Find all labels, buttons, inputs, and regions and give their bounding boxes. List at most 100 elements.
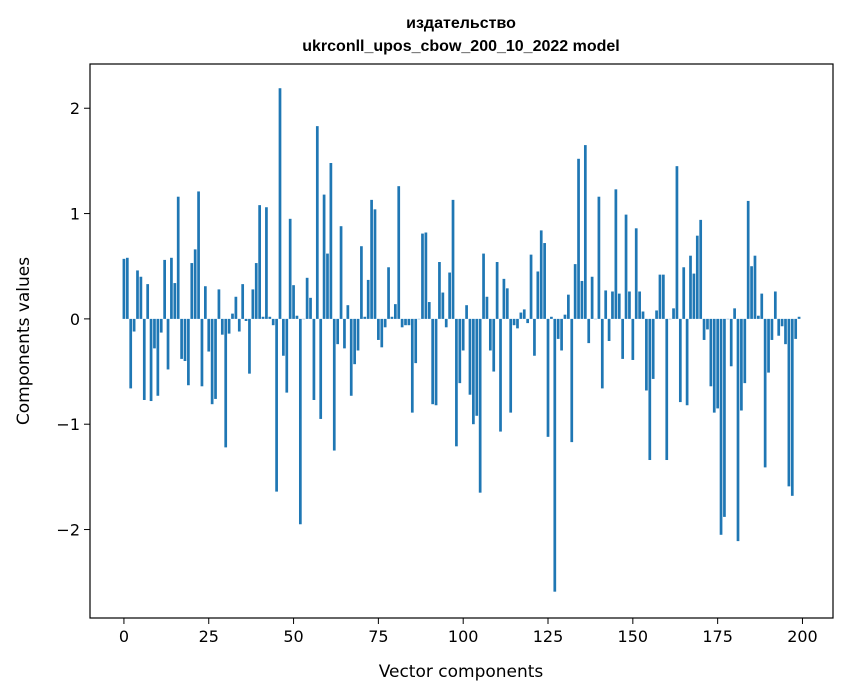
bar-98	[455, 318, 458, 447]
bar-18	[183, 318, 187, 362]
bar-82	[400, 318, 404, 328]
bar-71	[363, 316, 367, 319]
y-tick-label-3: −1	[56, 415, 80, 434]
bar-172	[706, 318, 709, 330]
bar-159	[662, 274, 665, 319]
bar-132	[570, 318, 574, 443]
x-tick-label-50: 50	[283, 627, 303, 646]
bar-73	[370, 199, 373, 319]
bar-5	[139, 276, 143, 319]
bar-131	[567, 294, 570, 319]
bar-76	[380, 318, 384, 348]
bar-64	[339, 226, 343, 319]
bar-145	[614, 189, 618, 319]
y-tick-label-0: 2	[70, 99, 80, 118]
bar-56	[312, 318, 316, 400]
bar-21	[193, 249, 197, 319]
bar-173	[709, 318, 713, 387]
bar-162	[672, 308, 675, 319]
bar-160	[665, 318, 669, 461]
bar-30	[224, 318, 228, 448]
x-tick-label-150: 150	[618, 627, 649, 646]
bar-23	[200, 318, 204, 387]
bar-187	[757, 315, 760, 319]
bar-80	[393, 304, 397, 319]
bar-74	[373, 209, 377, 319]
bar-189	[763, 318, 767, 468]
bar-138	[590, 276, 594, 319]
bar-46	[278, 88, 282, 319]
y-axis-label: Components values	[14, 257, 34, 425]
bar-120	[529, 254, 533, 319]
bar-177	[723, 318, 726, 517]
bar-75	[377, 318, 380, 340]
x-tick-label-100: 100	[448, 627, 479, 646]
bar-154	[645, 318, 648, 391]
bar-118	[522, 309, 526, 319]
bar-86	[414, 318, 418, 364]
bar-51	[295, 315, 299, 319]
bar-194	[780, 318, 784, 327]
bar-69	[356, 318, 360, 351]
bar-20	[190, 263, 194, 319]
bar-32	[231, 313, 234, 319]
bar-167	[689, 255, 692, 319]
bar-130	[563, 314, 567, 319]
bar-190	[767, 318, 770, 373]
bar-103	[472, 318, 475, 425]
bar-111	[499, 318, 502, 432]
bar-94	[441, 292, 445, 319]
bar-182	[740, 318, 743, 411]
bar-124	[543, 243, 546, 319]
bar-153	[641, 311, 645, 319]
bar-4	[136, 270, 139, 319]
bar-136	[583, 145, 587, 319]
bar-27	[214, 318, 217, 399]
x-axis-label: Vector components	[379, 662, 544, 682]
bar-93	[438, 262, 441, 319]
bar-117	[519, 312, 523, 319]
bar-199	[797, 316, 801, 319]
bar-9	[153, 318, 156, 349]
bar-115	[512, 318, 516, 326]
bar-15	[173, 283, 177, 319]
bar-152	[638, 291, 641, 319]
bar-79	[390, 316, 394, 319]
bar-35	[241, 284, 245, 319]
bar-40	[258, 205, 261, 319]
bar-135	[580, 280, 584, 319]
bar-3	[132, 318, 136, 332]
bar-41	[261, 316, 265, 319]
bar-126	[550, 316, 553, 319]
bar-70	[360, 246, 363, 319]
bar-37	[248, 318, 251, 374]
y-tick-label-2: 0	[70, 310, 80, 329]
bar-77	[383, 318, 387, 328]
bar-128	[556, 318, 560, 339]
bar-122	[536, 271, 540, 319]
bar-22	[197, 191, 200, 319]
bar-83	[404, 318, 407, 326]
bar-181	[736, 318, 740, 542]
bar-95	[444, 318, 448, 328]
bar-148	[624, 214, 628, 319]
bar-109	[492, 318, 496, 372]
bar-61	[329, 163, 333, 319]
bar-158	[658, 274, 662, 319]
bar-54	[305, 277, 309, 319]
bar-150	[631, 318, 635, 360]
bar-13	[166, 318, 170, 370]
bar-81	[397, 186, 401, 319]
bar-174	[712, 318, 716, 413]
bar-99	[458, 318, 462, 384]
y-axis-ticks: 2 1 0 −1 −2	[56, 99, 90, 540]
bar-34	[237, 318, 241, 332]
x-tick-label-0: 0	[119, 627, 129, 646]
bar-58	[319, 318, 323, 419]
bar-39	[254, 263, 258, 319]
bar-38	[251, 289, 255, 319]
bar-31	[227, 318, 231, 334]
bar-91	[431, 318, 435, 405]
